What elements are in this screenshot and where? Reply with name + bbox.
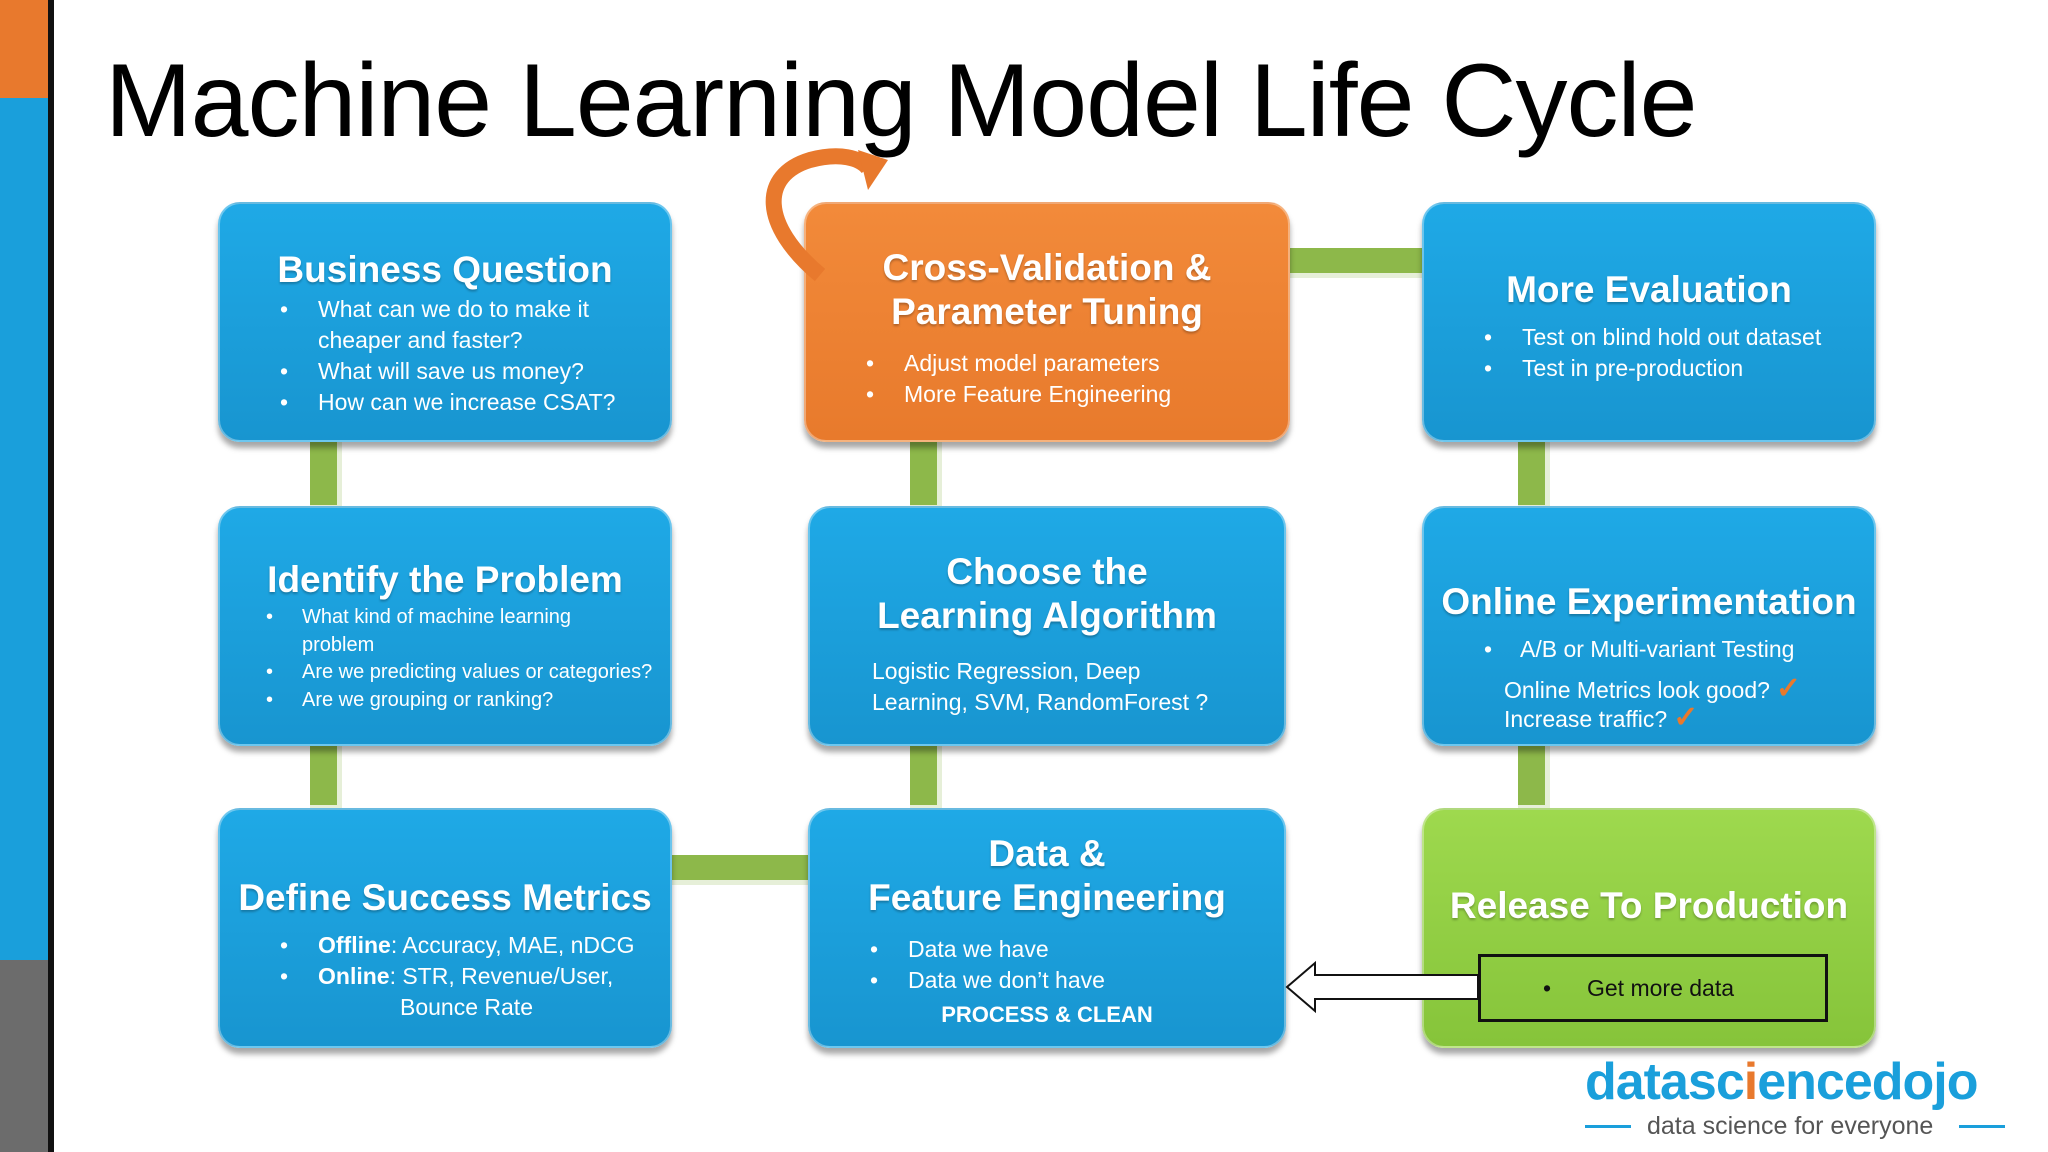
bullet: More Feature Engineering [806, 379, 1288, 410]
business-question-title: Business Question [277, 249, 613, 290]
box-identify-problem: Identify the Problem What kind of machin… [218, 506, 672, 746]
online-text: : STR, Revenue/User, [389, 963, 614, 989]
loop-arrow-icon [765, 148, 875, 282]
bullet: Test in pre-production [1424, 353, 1874, 384]
accent-blue-block [0, 98, 48, 960]
datasciencedojo-logo: datasciencedojo data science for everyon… [1585, 1052, 2005, 1152]
connector-col1-bottom [310, 740, 342, 810]
checkmark-icon: ✓ [1775, 672, 1802, 705]
left-arrow-icon [1285, 960, 1479, 1014]
process-clean-label: PROCESS & CLEAN [941, 1002, 1153, 1027]
bullet: Are we predicting values or categories? [220, 659, 670, 687]
accent-orange-block [0, 0, 48, 98]
logo-underline-right [1959, 1125, 2005, 1128]
offline-label: Offline [318, 932, 391, 958]
logo-wordmark: datasciencedojo [1585, 1053, 1978, 1111]
choose-algorithm-title-2: Learning Algorithm [877, 595, 1217, 636]
online-label: Online [318, 963, 390, 989]
bullet: How can we increase CSAT? [220, 387, 670, 418]
checkmark-icon: ✓ [1673, 701, 1699, 734]
bullet: Are we grouping or ranking? [220, 687, 670, 715]
algorithm-text-1: Logistic Regression, Deep [872, 658, 1141, 684]
box-choose-algorithm: Choose the Learning Algorithm Logistic R… [808, 506, 1286, 746]
loop-arrowhead-icon [858, 150, 888, 190]
define-metrics-title: Define Success Metrics [238, 877, 652, 918]
get-more-data-box: • Get more data [1478, 954, 1828, 1022]
online-experimentation-title: Online Experimentation [1441, 581, 1857, 622]
bullet: What can we do to make it [220, 294, 670, 325]
increase-traffic-text: Increase traffic? [1504, 706, 1668, 732]
bullet: Data we have [810, 934, 1284, 965]
accent-gray-block [0, 960, 48, 1152]
connector-col2-bottom [910, 740, 942, 810]
bullet: What will save us money? [220, 356, 670, 387]
bullet: Offline: Accuracy, MAE, nDCG [220, 930, 670, 961]
identify-problem-title: Identify the Problem [267, 559, 623, 600]
bullet: Data we don’t have [810, 965, 1284, 996]
box-online-experimentation: Online Experimentation A/B or Multi-vari… [1422, 506, 1876, 746]
box-business-question: Business Question What can we do to make… [218, 202, 672, 442]
logo-tagline: data science for everyone [1647, 1112, 1934, 1140]
box-define-metrics: Define Success Metrics Offline: Accuracy… [218, 808, 672, 1048]
connector-col1-top [310, 440, 342, 510]
cross-validation-title-1: Cross-Validation & [882, 247, 1212, 288]
choose-algorithm-title-1: Choose the [946, 551, 1148, 592]
connector-col3-bottom [1518, 740, 1550, 810]
bullet: Adjust model parameters [806, 348, 1288, 379]
bullet: Online: STR, Revenue/User, [220, 961, 670, 992]
bullet-continuation: problem [302, 633, 375, 656]
offline-text: : Accuracy, MAE, nDCG [390, 932, 635, 958]
box-data-feature: Data & Feature Engineering Data we have … [808, 808, 1286, 1048]
more-evaluation-title: More Evaluation [1506, 269, 1792, 310]
online-metrics-text: Online Metrics look good? [1504, 677, 1770, 703]
algorithm-text-2: Learning, SVM, RandomForest ? [872, 689, 1209, 715]
bullet: What kind of machine learning [220, 604, 670, 632]
accent-divider [48, 0, 54, 1152]
release-title: Release To Production [1449, 885, 1849, 926]
logo-underline-left [1585, 1125, 1631, 1128]
left-accent-bar [0, 0, 54, 1152]
box-more-evaluation: More Evaluation Test on blind hold out d… [1422, 202, 1876, 442]
slide-title: Machine Learning Model Life Cycle [105, 43, 1697, 159]
get-more-data-line: • Get more data [1543, 975, 1735, 1001]
cross-validation-title-2: Parameter Tuning [891, 291, 1203, 332]
bullet: Test on blind hold out dataset [1424, 322, 1874, 353]
connector-row1-right [1290, 248, 1440, 278]
increase-traffic-line: Increase traffic? ✓ [1504, 702, 1874, 735]
bullet: A/B or Multi-variant Testing [1424, 634, 1874, 665]
data-feature-title-2: Feature Engineering [868, 877, 1226, 918]
bullet-continuation: cheaper and faster? [318, 327, 523, 353]
box-release-production: Release To Production • Get more data [1422, 808, 1876, 1048]
online-metrics-line: Online Metrics look good? ✓ [1504, 673, 1874, 706]
online-text-continuation: Bounce Rate [400, 994, 533, 1020]
data-feature-title-1: Data & [988, 833, 1106, 874]
box-cross-validation: Cross-Validation & Parameter Tuning Adju… [804, 202, 1290, 442]
get-more-data-text: Get more data [1587, 975, 1735, 1001]
